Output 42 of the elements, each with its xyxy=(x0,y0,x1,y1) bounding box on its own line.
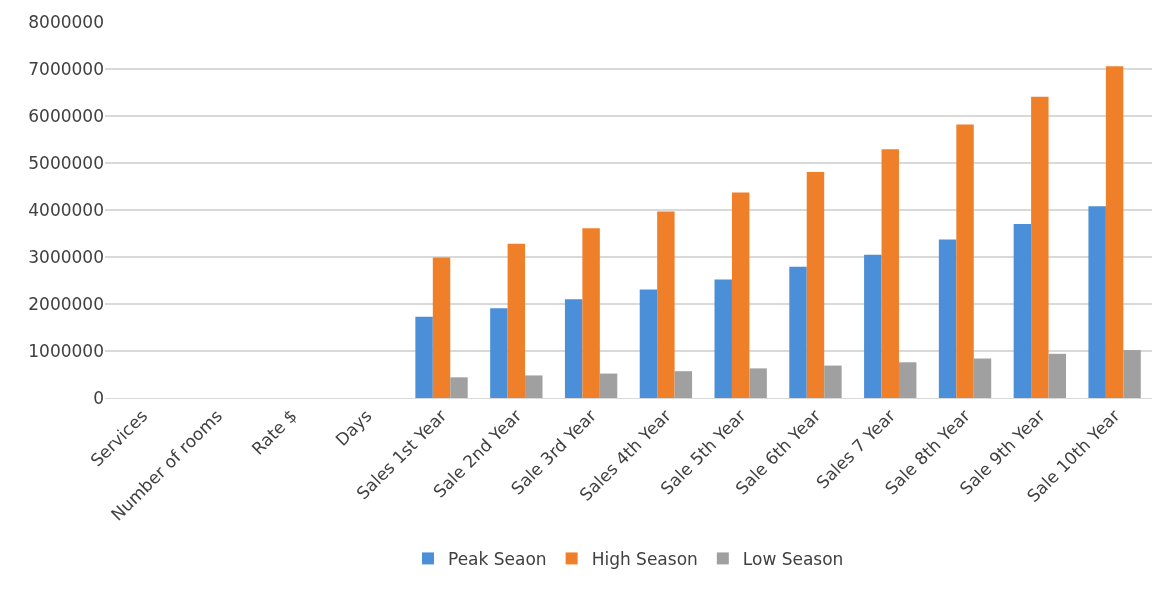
legend-label: High Season xyxy=(591,549,698,570)
y-tick-label: 3000000 xyxy=(28,246,104,267)
y-tick-label: 4000000 xyxy=(28,199,104,220)
bar xyxy=(881,149,899,398)
bar xyxy=(525,375,543,398)
bar xyxy=(956,124,974,398)
y-tick-label: 6000000 xyxy=(28,105,104,126)
bar xyxy=(564,299,583,398)
bar xyxy=(789,266,807,398)
y-tick-label: 8000000 xyxy=(28,11,104,32)
bar xyxy=(1031,96,1049,398)
bar xyxy=(432,257,451,398)
bar xyxy=(507,243,526,398)
bar xyxy=(806,171,825,398)
legend-label: Low Season xyxy=(742,549,844,570)
bar xyxy=(824,365,842,398)
bar xyxy=(1088,206,1106,398)
bar xyxy=(674,371,693,398)
bar xyxy=(450,377,468,398)
bar xyxy=(582,228,600,398)
y-tick-label: 1000000 xyxy=(28,340,104,361)
y-tick-label: 0 xyxy=(93,387,104,408)
bar xyxy=(938,239,957,398)
bar xyxy=(731,192,750,398)
bar xyxy=(1048,353,1066,398)
bar xyxy=(749,368,767,398)
bar xyxy=(1123,350,1141,398)
bar xyxy=(639,289,658,398)
bar xyxy=(599,373,618,398)
bar xyxy=(864,254,882,398)
bar xyxy=(490,308,508,398)
y-tick-label: 2000000 xyxy=(28,293,104,314)
bar xyxy=(714,279,732,398)
bar xyxy=(657,211,675,398)
bar xyxy=(973,358,992,398)
bar xyxy=(898,362,917,398)
bar xyxy=(1013,224,1032,398)
legend-label: Peak Seaon xyxy=(448,549,547,570)
bar xyxy=(415,316,433,398)
y-tick-label: 5000000 xyxy=(28,152,104,173)
y-tick-label: 7000000 xyxy=(28,58,104,79)
bar xyxy=(1105,66,1124,398)
